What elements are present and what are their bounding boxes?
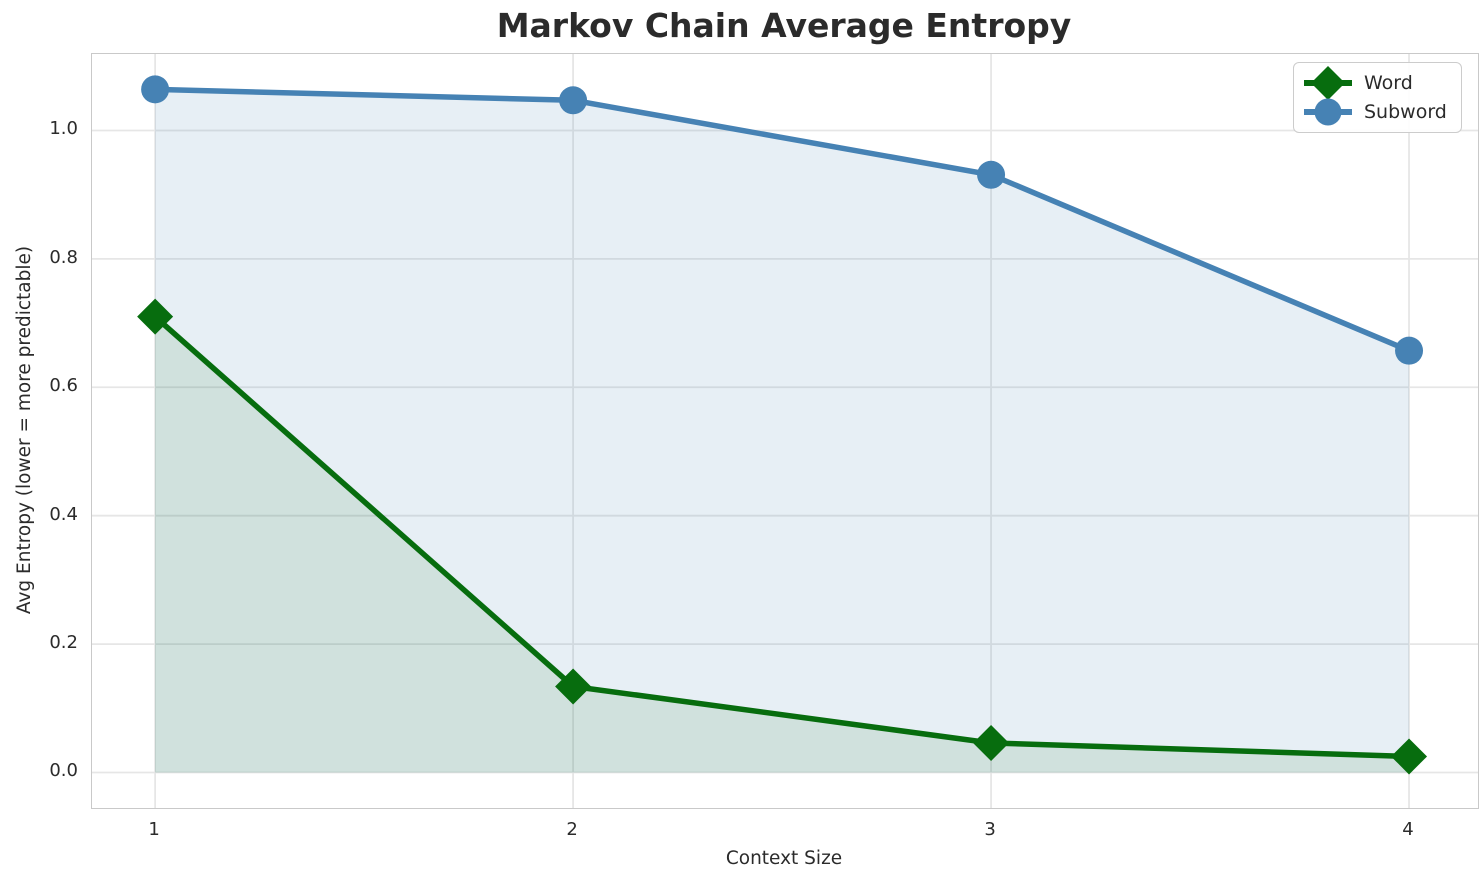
word-marker-diamond <box>973 724 1010 761</box>
x-tick-label: 3 <box>984 819 996 840</box>
word-legend-diamond-icon <box>1304 65 1352 100</box>
legend: Word Subword <box>1293 62 1462 133</box>
y-tick-label: 0.4 <box>49 503 78 525</box>
legend-label-word: Word <box>1364 71 1413 94</box>
x-tick-label: 4 <box>1402 819 1414 840</box>
series-fill-word <box>155 316 1410 773</box>
subword-marker-circle <box>1395 336 1424 365</box>
subword-legend-circle-icon <box>1304 98 1352 125</box>
word-marker-diamond <box>555 668 592 705</box>
legend-item-subword: Subword <box>1302 97 1447 126</box>
y-tick-label: 0.2 <box>49 632 78 654</box>
chart-title: Markov Chain Average Entropy <box>496 6 1072 45</box>
y-axis-label: Avg Entropy (lower = more predictable) <box>14 245 35 615</box>
x-axis-label: Context Size <box>725 848 843 869</box>
y-tick-label: 0.0 <box>49 760 78 782</box>
legend-label-subword: Subword <box>1364 100 1447 123</box>
x-tick-label: 1 <box>148 819 160 840</box>
series-line-word <box>152 313 1412 760</box>
subword-marker-circle <box>141 75 170 104</box>
subword-marker-circle <box>977 160 1006 189</box>
legend-item-word: Word <box>1302 65 1447 100</box>
x-tick-label: 2 <box>566 819 578 840</box>
plot-area <box>91 53 1479 809</box>
subword-marker-circle <box>559 86 588 115</box>
word-marker-diamond <box>1391 738 1428 775</box>
series-line-subword <box>152 86 1412 354</box>
plot-canvas <box>92 54 1478 808</box>
y-tick-label: 0.6 <box>49 375 78 397</box>
y-tick-label: 1.0 <box>49 118 78 140</box>
series-fill-subword <box>155 89 1410 773</box>
word-marker-diamond <box>137 298 174 335</box>
y-tick-label: 0.8 <box>49 246 78 268</box>
